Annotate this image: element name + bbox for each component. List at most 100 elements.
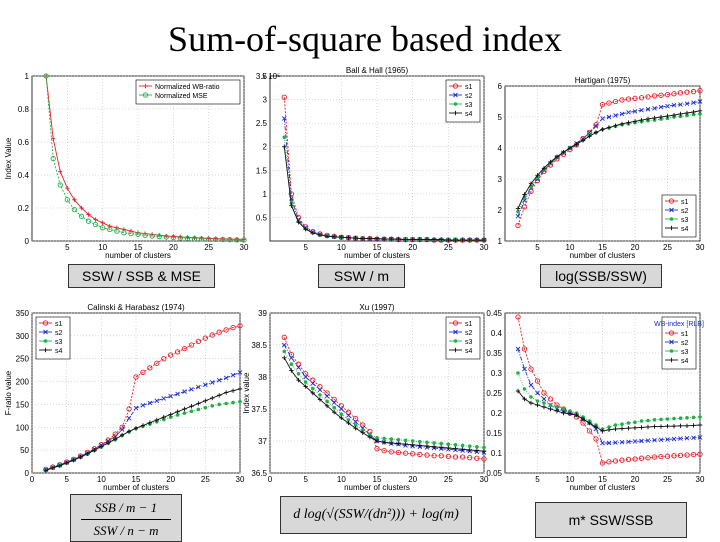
bh-s3-point-16 (396, 236, 401, 242)
wbindex-s3-point-20 (645, 424, 651, 430)
xu-s1-point-1 (289, 355, 294, 361)
wbindex-s2-point-3 (535, 399, 540, 403)
xu-s2-point-15 (389, 437, 394, 441)
ch-s1-point-17 (161, 396, 167, 401)
ch-s1-point-20 (182, 389, 187, 394)
wb-s1-point-2 (57, 182, 63, 188)
ch-s0-point-20 (181, 346, 188, 352)
xu-legend-s3-point-0 (453, 347, 458, 353)
hartigan-s0-point-16 (619, 97, 625, 103)
ch-s0-point-14 (140, 369, 146, 376)
xu-s1-point-2 (296, 365, 301, 370)
hartigan-s1-point-28 (697, 99, 703, 104)
hartigan-legend-s2-point-0 (669, 217, 674, 221)
ch-s0-point-18 (168, 352, 174, 358)
ch-ytick-5: 250 (16, 355, 30, 364)
calinski-formula: SSB / m − 1 SSW / n − m (70, 494, 182, 542)
wbindex-s3-point-10 (580, 416, 586, 422)
ch-s3-point-24 (210, 395, 215, 401)
wbindex-s0-point-12 (593, 436, 599, 442)
xu-s0-point-17 (402, 450, 409, 456)
hartigan-legend-s1-point-0 (669, 207, 674, 213)
ch-s2-point-23 (203, 405, 208, 410)
wb-s1-point-14 (142, 232, 148, 238)
wb-s1-point-21 (191, 236, 198, 242)
formula-denominator: SSW / n − m (93, 523, 159, 538)
hartigan-s1-point-1 (522, 198, 527, 204)
bh-s3-point-21 (431, 237, 437, 242)
xu-s1-point-0 (281, 342, 287, 348)
ch-s0-point-17 (161, 356, 167, 362)
xu-s3-point-24 (453, 446, 458, 451)
wb-ylabel: Index Value (4, 137, 13, 179)
ch-legend-s1-point-0 (43, 329, 48, 335)
hartigan-s0-point-15 (612, 98, 619, 105)
xu-s0-point-16 (395, 449, 402, 456)
wb-s1-point-20 (184, 235, 191, 242)
wbindex-s1-point-22 (658, 437, 664, 443)
xu-s2-point-8 (339, 412, 344, 416)
wbindex-s0-point-24 (671, 453, 677, 459)
wb-s1-point-9 (107, 226, 113, 233)
wb-s1-point-19 (177, 235, 184, 241)
bh-xtick-5: 30 (480, 243, 489, 252)
xu-s0-point-23 (445, 453, 451, 460)
bh-s3-point-19 (417, 237, 422, 242)
ch-s3-point-12 (126, 429, 132, 434)
xu-s0-point-5 (317, 383, 323, 390)
bh-s3-point-6 (324, 234, 330, 239)
xu-s1-point-9 (346, 413, 351, 418)
hartigan-ytick-4: 5 (498, 113, 503, 122)
wb-s1-point-5 (78, 213, 85, 219)
wb-s1-point-0 (43, 73, 49, 79)
wbindex-s3-point-0 (515, 388, 521, 394)
hartigan-s1-point-16 (619, 111, 625, 117)
wbindex-xtick-5: 30 (696, 475, 705, 484)
bh-title: Ball & Hall (1965) (346, 66, 409, 75)
wbindex-s3-point-1 (522, 396, 527, 402)
hartigan-s0-point-21 (651, 93, 658, 99)
ch-s2-point-19 (175, 413, 180, 417)
hartigan-ytick-3: 4 (498, 144, 503, 153)
hartigan-xtick-2: 15 (598, 243, 607, 252)
caption-ball-hall: SSW / m (318, 264, 405, 288)
wbindex-s1-point-21 (652, 437, 657, 443)
xu-s1-point-7 (331, 400, 337, 405)
xu-s0-point-28 (481, 456, 487, 462)
hartigan-series-0-line (517, 90, 701, 226)
ch-s0-point-23 (202, 335, 208, 341)
bh-ytick-2: 1.5 (256, 166, 268, 175)
hartigan-ytick-2: 3 (498, 175, 503, 184)
ch-s3-point-6 (85, 451, 90, 456)
xu-s3-point-14 (381, 440, 387, 445)
wbindex-s0-point-20 (645, 455, 651, 461)
ch-legend-label-2: s3 (55, 339, 63, 346)
ch-xtick-5: 25 (201, 475, 210, 484)
ch-s3-point-28 (237, 386, 243, 392)
ch-s3-point-8 (99, 444, 104, 449)
wbindex-legend-s3-point-0 (669, 357, 674, 363)
ch-series-0-line (45, 325, 241, 470)
bh-xtick-0: 5 (303, 243, 308, 252)
ch-xlabel: number of clusters (103, 483, 169, 492)
hartigan-s3-point-4 (541, 165, 547, 171)
wbindex-s2-point-16 (620, 422, 624, 427)
xu-s3-point-7 (332, 410, 337, 415)
xu-s3-point-15 (389, 440, 394, 446)
wbindex-s0-point-27 (690, 451, 697, 458)
wbindex-s2-point-24 (672, 416, 676, 421)
xu-s2-point-6 (325, 399, 329, 404)
wb-xtick-2: 15 (134, 243, 143, 252)
hartigan-s3-point-19 (639, 117, 644, 123)
hartigan-s3-point-18 (632, 119, 638, 124)
ch-series-1-line (45, 371, 241, 471)
ch-ytick-7: 350 (16, 309, 30, 318)
xu-ytick-3: 38 (258, 373, 267, 382)
chart-wbindex: 5 10 15 20 25 30 0.05 0.1 0.15 0.2 0.25 0.3 0.35 0.4 0… (486, 309, 705, 492)
xu-s3-point-12 (367, 434, 373, 440)
ch-s3-point-3 (64, 460, 69, 466)
wbindex-s0-point-5 (547, 396, 554, 402)
ch-s3-point-17 (161, 415, 166, 420)
hartigan-s0-point-23 (664, 92, 671, 98)
hartigan-s3-point-28 (697, 108, 703, 113)
